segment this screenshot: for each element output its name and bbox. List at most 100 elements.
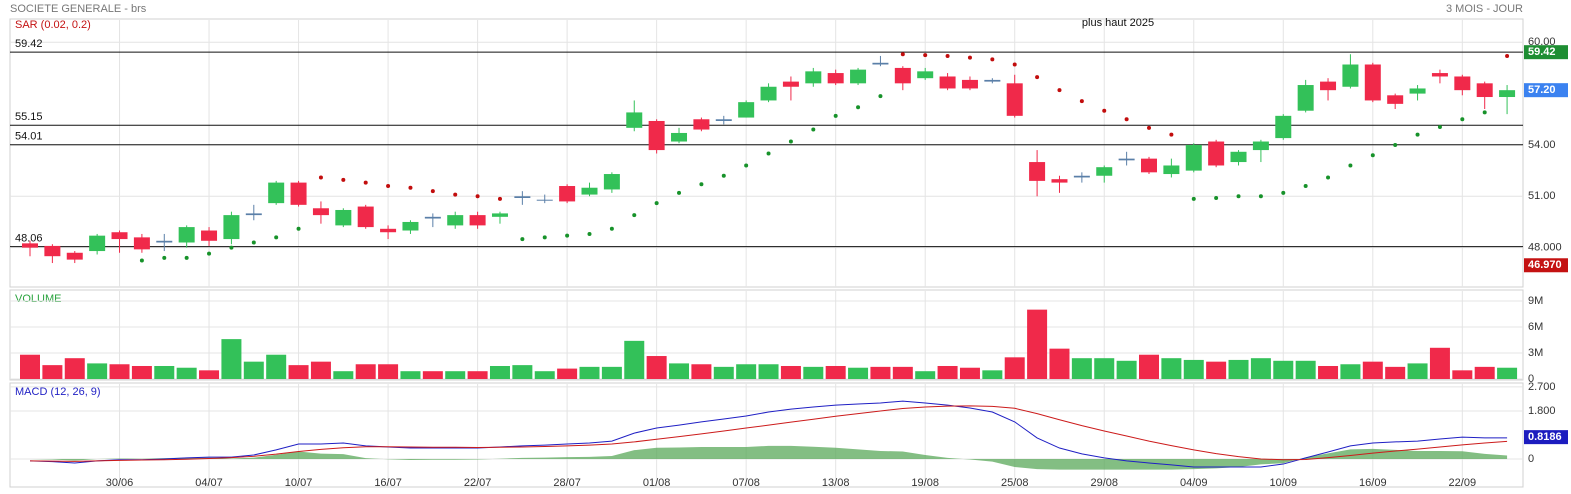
candle-body [111,232,128,240]
sar-dot [296,226,301,231]
sar-dot [408,185,413,190]
sar-dot [1370,153,1375,158]
sar-dot [1057,88,1062,93]
candle-body [223,215,240,240]
candle-body [1320,81,1337,91]
x-tick-label: 07/08 [732,477,760,489]
volume-bar [1429,347,1450,379]
x-tick-label: 22/07 [464,477,492,489]
candle-body [1029,162,1046,181]
sar-dot [1415,132,1420,137]
candle-body [380,228,397,233]
candle-body [1208,141,1225,166]
volume-title: VOLUME [15,293,61,305]
level-label: 55.15 [15,111,43,123]
volume-bar [512,365,533,379]
sar-dot [587,231,592,236]
volume-bar [154,365,175,379]
candle-body [559,186,576,202]
sar-dot [1012,62,1017,67]
candle-body [66,252,83,260]
volume-bar [310,361,331,379]
volume-bar [1071,358,1092,379]
volume-bar [1474,366,1495,379]
sar-dot [1169,132,1174,137]
x-tick-label: 19/08 [911,477,939,489]
candle-body [939,76,956,89]
volume-panel [9,289,1524,381]
sar-dot [1437,124,1442,129]
volume-bar [288,365,309,379]
candle-body [603,174,620,190]
y-tick-label: 9M [1528,295,1543,307]
candle-body [89,235,106,252]
sar-dot [1214,196,1219,200]
volume-bar [1407,363,1428,379]
period-label: 3 MOIS - JOUR [1446,3,1523,15]
sar-dot [632,213,637,218]
volume-bar [489,365,510,379]
volume-bar [109,364,130,379]
sar-dot [274,235,279,240]
x-tick-label: 22/09 [1449,477,1477,489]
candle-body [1499,90,1516,98]
sar-dot [341,177,346,182]
value-marker-label: 57.20 [1528,84,1556,96]
sar-dot [967,55,972,60]
candle-body [1431,73,1448,77]
sar-dot [990,57,995,62]
volume-bar [445,371,466,379]
sar-dot [677,190,682,195]
candle-body [1096,167,1113,176]
volume-bar [848,367,869,379]
volume-bar [669,363,690,379]
sar-dot [766,151,771,156]
candle-body [805,71,822,84]
x-tick-label: 10/07 [285,477,313,489]
sar-dot [833,113,838,118]
volume-bar [176,367,197,379]
volume-bar [131,365,152,379]
candle-body [44,245,61,257]
candle-body [1051,179,1068,183]
candle-body [581,187,598,195]
value-marker [1524,45,1568,60]
candle-body [872,62,889,65]
volume-bar [825,365,846,379]
candle-body [491,213,508,217]
volume-bar [803,366,824,379]
candle-body [1387,95,1404,104]
y-tick-label: 1.800 [1528,405,1556,417]
x-tick-label: 16/09 [1359,477,1387,489]
volume-bar [1385,366,1406,379]
volume-bar [691,364,712,379]
volume-bar [1139,354,1159,379]
volume-bar [646,356,667,379]
volume-bar [937,365,958,379]
value-marker [1524,430,1568,445]
volume-bar [87,363,108,379]
x-tick-label: 04/07 [195,477,223,489]
volume-bar [1049,348,1070,379]
volume-bar [1273,360,1294,379]
volume-bar [355,364,376,379]
candle-body [1275,115,1292,139]
sar-dot [162,255,167,260]
sar-dot [229,245,234,250]
candle-body [133,237,150,250]
candle-body [693,119,710,130]
sar-dot [1482,110,1487,115]
volume-bar [892,366,913,379]
candle-body [1185,144,1202,171]
volume-bar [1027,309,1048,379]
x-tick-label: 16/07 [374,477,402,489]
y-tick-label: 6M [1528,321,1543,333]
candle-body [1409,88,1426,94]
x-tick-label: 29/08 [1090,477,1118,489]
candle-body [827,73,844,84]
sar-dot [520,237,525,242]
sar-dot [1035,75,1040,80]
candle-body [738,102,755,118]
sar-dot [900,52,905,57]
volume-bar [1161,358,1182,379]
